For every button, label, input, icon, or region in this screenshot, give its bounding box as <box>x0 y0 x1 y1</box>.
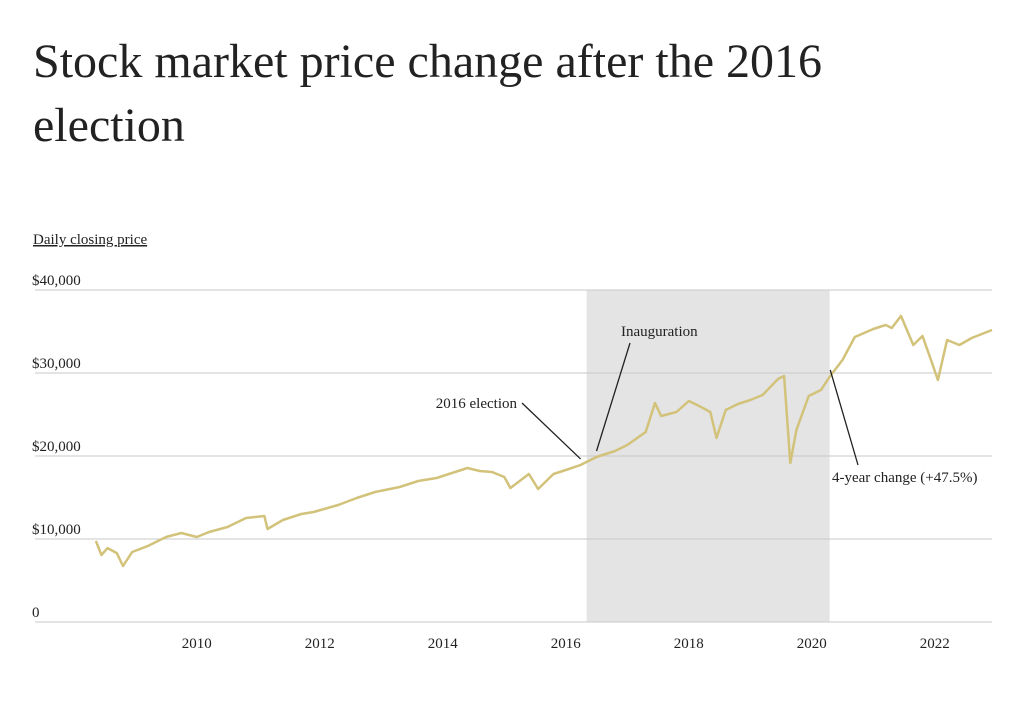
y-tick-label: $30,000 <box>32 356 81 372</box>
x-tick-label: 2016 <box>551 636 582 652</box>
annotation: 4-year change (+47.5%) <box>832 470 977 486</box>
annotation: Inauguration <box>621 324 698 340</box>
annotation-leader <box>829 369 859 466</box>
y-tick-label: 0 <box>32 605 40 621</box>
annotation-leader <box>595 342 631 452</box>
x-tick-label: 2022 <box>920 636 950 652</box>
annotation-leader <box>521 402 581 460</box>
price-line <box>94 314 993 568</box>
x-tick-label: 2014 <box>428 636 459 652</box>
y-axis-label: Daily closing price <box>33 232 147 248</box>
y-tick-label: $40,000 <box>32 273 81 289</box>
x-tick-label: 2012 <box>305 636 335 652</box>
x-tick-label: 2018 <box>674 636 704 652</box>
x-tick-label: 2020 <box>797 636 827 652</box>
x-tick-label: 2010 <box>182 636 212 652</box>
chart-title: Stock market price change after the 2016… <box>33 35 822 152</box>
y-tick-label: $20,000 <box>32 439 81 455</box>
y-tick-label: $10,000 <box>32 522 81 538</box>
annotation: 2016 election <box>436 396 518 412</box>
